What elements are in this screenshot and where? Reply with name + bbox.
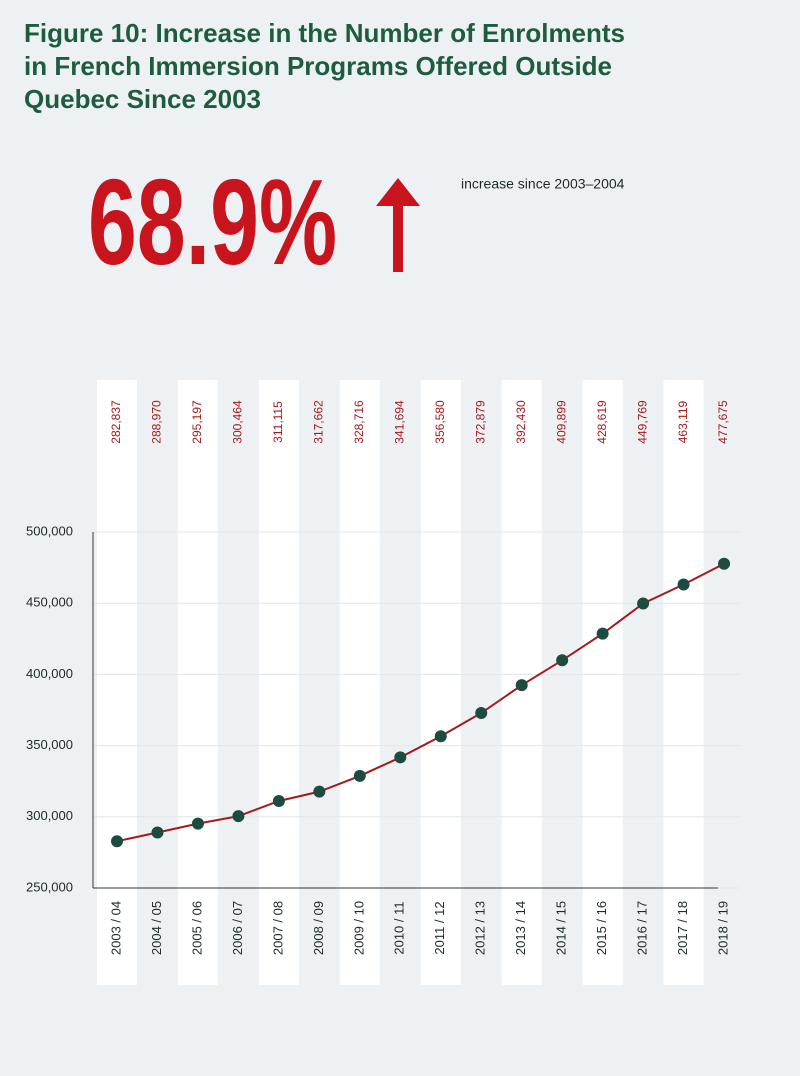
value-label: 317,662 <box>312 400 326 444</box>
data-line <box>116 562 725 843</box>
data-point <box>151 826 164 839</box>
value-label: 295,197 <box>190 400 204 444</box>
stat-value: 68.9% <box>88 154 337 291</box>
x-tick-label: 2010 / 11 <box>392 901 407 954</box>
x-tick-label: 2018 / 19 <box>715 901 730 955</box>
data-point <box>475 707 488 720</box>
chart-title: Quebec Since 2003 <box>24 84 261 114</box>
data-point <box>232 810 245 823</box>
value-label: 372,879 <box>473 400 487 444</box>
y-tick-label: 350,000 <box>26 737 73 752</box>
value-label: 282,837 <box>109 400 123 444</box>
x-tick-label: 2017 / 18 <box>675 901 690 955</box>
value-label: 392,430 <box>514 400 528 444</box>
x-tick-label: 2011 / 12 <box>432 901 447 954</box>
column-strip <box>663 380 704 985</box>
data-point <box>515 679 528 692</box>
x-tick-label: 2012 / 13 <box>473 901 488 955</box>
value-label: 449,769 <box>635 400 649 444</box>
x-tick-label: 2003 / 04 <box>108 901 123 955</box>
y-tick-label: 300,000 <box>26 808 73 823</box>
data-point <box>191 817 204 830</box>
data-point <box>434 730 447 743</box>
value-label: 300,464 <box>231 400 245 444</box>
data-point <box>637 597 650 610</box>
x-tick-label: 2006 / 07 <box>230 901 245 955</box>
x-tick-label: 2014 / 15 <box>554 901 569 955</box>
data-point <box>272 794 285 807</box>
data-point <box>313 785 326 798</box>
y-tick-label: 450,000 <box>26 595 73 610</box>
value-label: 409,899 <box>554 400 568 444</box>
column-strip <box>97 380 137 985</box>
data-point <box>353 769 366 782</box>
x-tick-label: 2015 / 16 <box>594 901 609 955</box>
value-label: 428,619 <box>595 400 609 444</box>
y-tick-label: 500,000 <box>26 523 73 538</box>
value-label: 328,716 <box>352 400 366 444</box>
column-strip <box>258 380 299 985</box>
data-point <box>111 835 123 848</box>
chart-title: in French Immersion Programs Offered Out… <box>24 51 612 81</box>
x-tick-label: 2013 / 14 <box>513 901 528 955</box>
x-tick-label: 2016 / 17 <box>635 901 650 955</box>
stat-text: increase since 2003–2004 <box>461 176 625 192</box>
data-point <box>394 751 407 764</box>
column-strip <box>582 380 623 985</box>
value-label: 288,970 <box>150 400 164 444</box>
value-label: 311,115 <box>271 401 285 443</box>
data-point <box>677 578 690 591</box>
x-tick-label: 2009 / 10 <box>351 901 366 955</box>
data-point <box>718 557 731 570</box>
column-strip <box>339 380 380 985</box>
value-label: 341,694 <box>392 400 406 444</box>
x-tick-label: 2008 / 09 <box>311 901 326 955</box>
y-tick-label: 400,000 <box>26 666 73 681</box>
up-arrow <box>376 178 420 272</box>
column-strip <box>177 380 218 985</box>
x-tick-label: 2007 / 08 <box>270 901 285 955</box>
x-tick-label: 2005 / 06 <box>189 901 204 955</box>
value-label: 463,119 <box>676 400 690 443</box>
column-strip <box>420 380 461 985</box>
data-point <box>556 654 569 667</box>
value-label: 356,580 <box>433 400 447 444</box>
x-tick-label: 2004 / 05 <box>149 901 164 955</box>
chart-title: Figure 10: Increase in the Number of Enr… <box>24 18 625 48</box>
data-point <box>596 627 609 640</box>
value-label: 477,675 <box>716 400 730 444</box>
y-tick-label: 250,000 <box>26 879 73 894</box>
